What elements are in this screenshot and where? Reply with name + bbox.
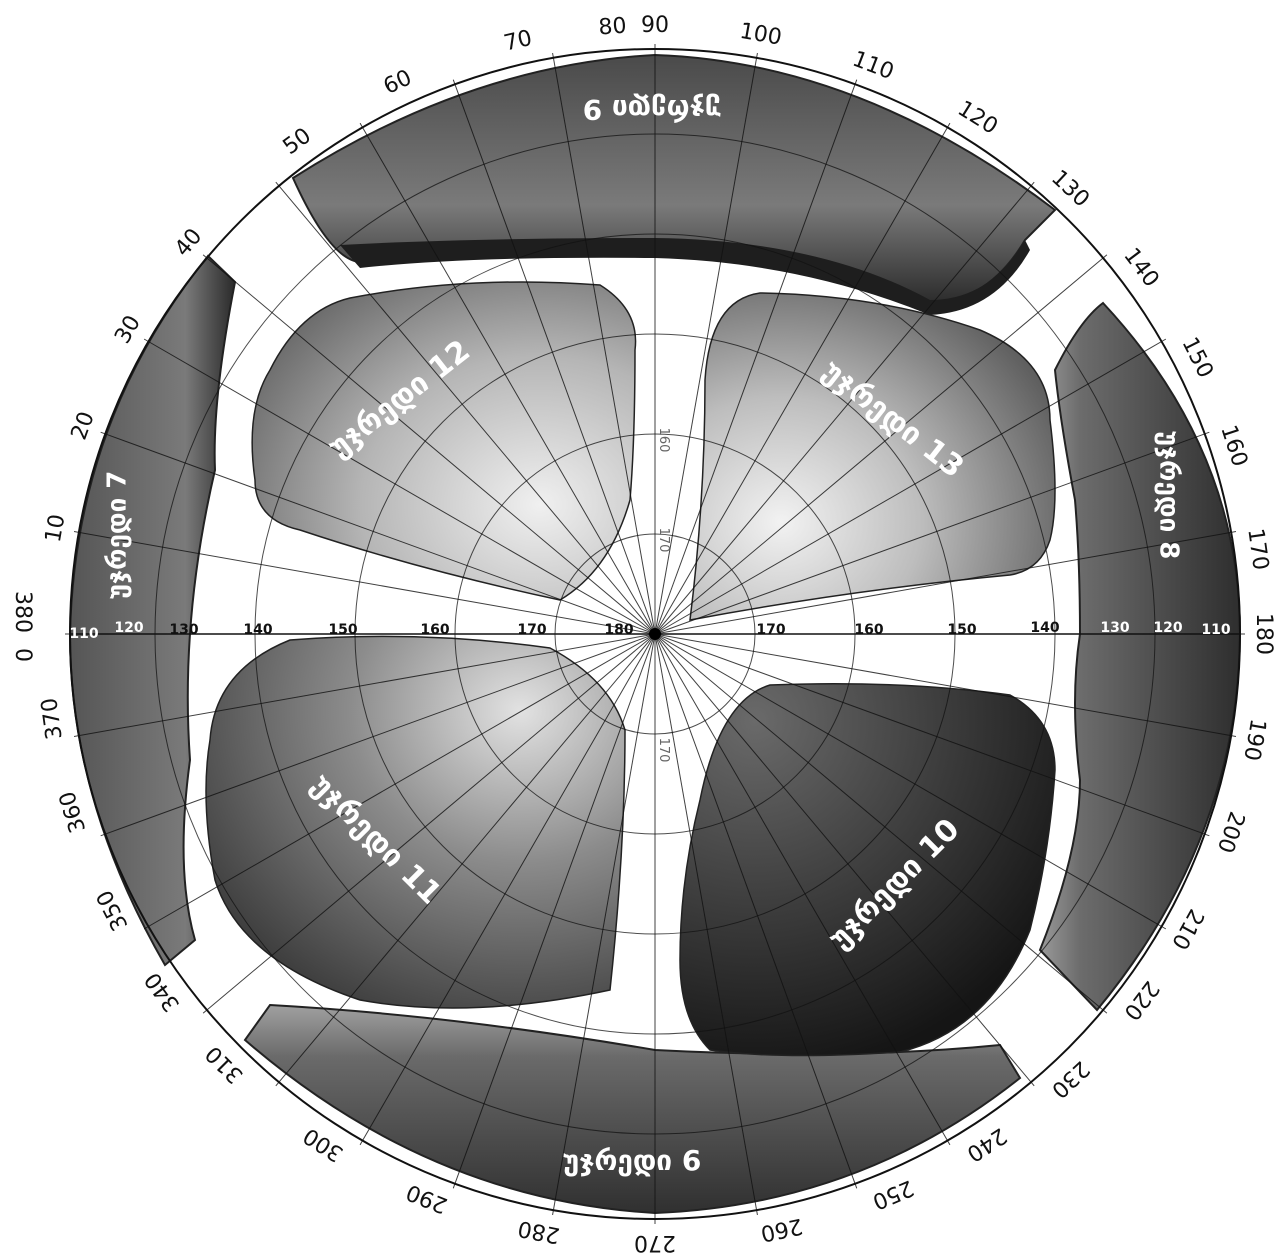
azimuth-label: 270 — [634, 1230, 676, 1254]
azimuth-label: 300 — [299, 1122, 348, 1166]
grid-spoke — [202, 254, 656, 635]
azimuth-label: 100 — [738, 19, 784, 51]
right-radial-label: 120 — [1153, 620, 1182, 636]
grid-spoke — [654, 633, 758, 1216]
azimuth-label: 20 — [67, 408, 100, 443]
left-radial-label: 170 — [517, 622, 546, 638]
cell-bottom-label: უჯრედი 6 — [563, 1144, 702, 1177]
grid-spoke — [359, 122, 656, 635]
grid-spoke — [654, 431, 1210, 635]
grid-spoke — [275, 181, 656, 635]
grid-spoke — [452, 79, 656, 635]
cell-left-label: უჯრედი 7 — [103, 471, 133, 600]
grid-spoke — [654, 633, 1237, 737]
grid-spoke — [552, 633, 656, 1216]
cell-top-label: უჯრედი 9 — [583, 93, 722, 126]
cell-lower-left-shape — [205, 635, 626, 1009]
grid-spoke — [654, 633, 858, 1189]
azimuth-label: 200 — [1212, 808, 1249, 856]
grid-spoke — [654, 122, 951, 635]
azimuth-label: 120 — [953, 96, 1002, 139]
cell-right-label: უჯრედი 8 — [1154, 431, 1184, 560]
right-radial-labels: 170 160 150 140 130 120 110 — [756, 620, 1230, 638]
vertical-faint-label: 160 — [656, 428, 671, 453]
azimuth-label: 10 — [41, 512, 70, 544]
left-radial-label: 130 — [169, 622, 198, 638]
right-radial-label: 110 — [1201, 622, 1230, 638]
cell-right-shape — [1038, 301, 1242, 1012]
grid-spoke — [654, 531, 1237, 635]
grid-spoke — [73, 633, 656, 737]
azimuth-label: 160 — [1215, 422, 1252, 470]
grid-spoke — [359, 633, 656, 1146]
azimuth-label: 80 — [598, 14, 628, 41]
right-radial-label: 150 — [947, 622, 976, 638]
grid-spoke — [654, 633, 1035, 1087]
azimuth-label: 190 — [1238, 717, 1270, 763]
azimuth-label: 180 — [1251, 613, 1275, 655]
grid-spoke — [202, 633, 656, 1014]
azimuth-label: 110 — [849, 47, 897, 85]
grid-spoke — [73, 531, 656, 635]
cell-upper-right-shape — [689, 292, 1056, 621]
center-point — [649, 628, 661, 640]
cell-left-shape — [68, 254, 237, 967]
vertical-faint-label: 170 — [656, 738, 671, 763]
azimuth-label: 210 — [1166, 905, 1208, 954]
left-radial-label: 160 — [420, 622, 449, 638]
azimuth-label: 370 — [37, 696, 68, 741]
cell-upper-left-shape — [251, 281, 637, 601]
azimuth-label: 260 — [758, 1213, 804, 1246]
left-radial-label: 150 — [328, 622, 357, 638]
grid-spoke — [654, 181, 1035, 635]
azimuth-label: 90 — [641, 13, 669, 38]
left-radial-label: 180 — [604, 622, 633, 638]
azimuth-label: 360 — [55, 788, 91, 835]
azimuth-label: 30 — [110, 311, 146, 348]
azimuth-label: 290 — [403, 1179, 451, 1218]
azimuth-label: 280 — [516, 1215, 562, 1248]
grid-spoke — [100, 431, 656, 635]
grid-spoke — [143, 338, 656, 635]
grid-spoke — [654, 254, 1108, 635]
azimuth-label: 70 — [502, 26, 535, 57]
grid-spoke — [654, 338, 1167, 635]
grid-spoke — [654, 633, 1108, 1014]
cell-bottom-shape — [243, 1003, 1022, 1215]
azimuth-label: 240 — [962, 1122, 1011, 1166]
azimuth-label: 380 — [10, 591, 35, 633]
azimuth-label: 60 — [380, 65, 416, 99]
left-radial-label: 140 — [243, 622, 272, 638]
left-radial-labels: 110 120 130 140 150 160 170 180 — [69, 620, 633, 642]
cell-top-rim — [340, 238, 1030, 315]
azimuth-label: 150 — [1176, 333, 1217, 382]
cell-top-shape — [291, 53, 1057, 307]
grid-spoke — [654, 633, 951, 1146]
grid-spoke — [452, 633, 656, 1189]
azimuth-label: 0 — [10, 648, 35, 662]
right-radial-label: 140 — [1030, 620, 1059, 636]
azimuth-label: 40 — [170, 224, 207, 262]
left-radial-label: 120 — [114, 620, 143, 636]
grid-spoke — [654, 52, 758, 635]
azimuth-label: 170 — [1242, 527, 1273, 572]
cell-lower-right-shape — [679, 683, 1056, 1057]
grid-spoke — [275, 633, 656, 1087]
right-radial-label: 160 — [854, 622, 883, 638]
grid-spoke — [552, 52, 656, 635]
right-radial-label: 130 — [1100, 620, 1129, 636]
azimuth-label: 250 — [869, 1174, 917, 1213]
vertical-faint-label: 170 — [656, 528, 671, 553]
grid-spoke — [654, 79, 858, 635]
grid-spoke — [143, 633, 656, 930]
grid-spoke — [654, 633, 1167, 930]
right-radial-label: 170 — [756, 622, 785, 638]
left-radial-label: 110 — [69, 626, 98, 642]
azimuth-label: 50 — [279, 123, 316, 160]
grid-spoke — [654, 633, 1210, 837]
grid-spoke — [100, 633, 656, 837]
